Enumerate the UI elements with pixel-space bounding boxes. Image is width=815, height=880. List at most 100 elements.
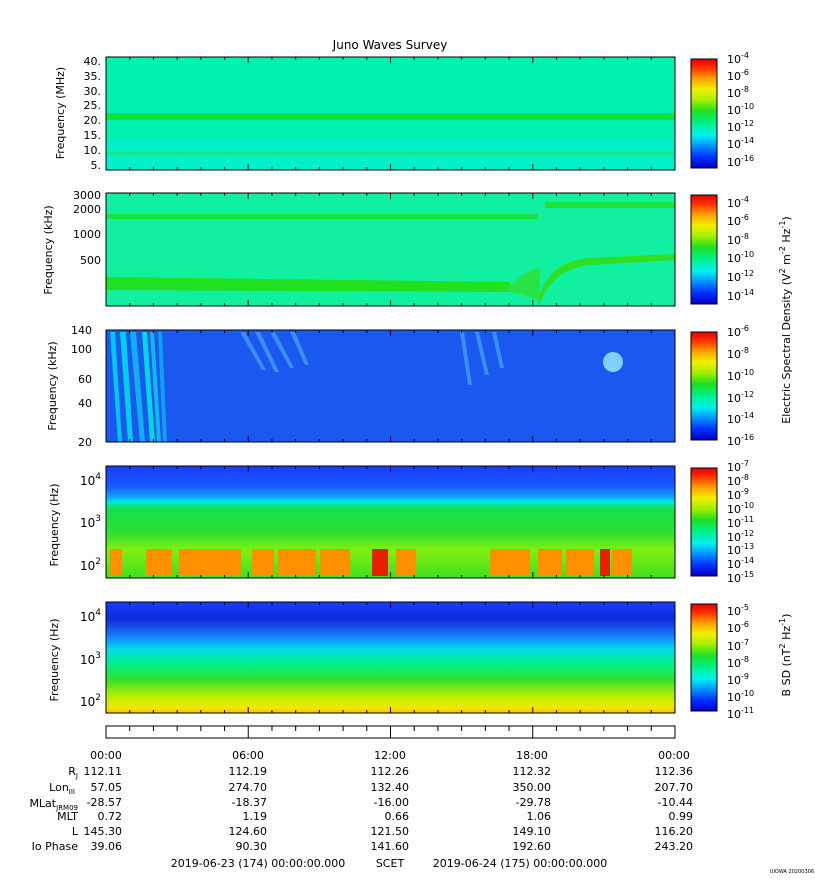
colorbar-3 — [690, 331, 718, 441]
ephemeris-value: 274.70 — [229, 781, 268, 794]
ephemeris-value: 0.72 — [98, 810, 123, 823]
panel-hfr-low — [106, 193, 675, 306]
colorbar3-tick-label: 10-10 — [727, 368, 754, 383]
panel1-ytick-label: 15. — [84, 129, 102, 142]
panel-hfr-high — [106, 57, 675, 170]
colorbar5-tick-label: 10-6 — [727, 620, 749, 635]
panel3-ytick-label: 100 — [71, 343, 92, 356]
colorbar4-ticks: 10-7 10-8 10-9 10-10 10-11 10-12 10-13 1… — [727, 459, 754, 585]
panel1-ytick-label: 25. — [84, 99, 102, 112]
ephemeris-value: 243.20 — [655, 840, 694, 853]
colorbar4-tick-label: 10-8 — [727, 473, 749, 488]
colorbar5-tick-label: 10-11 — [727, 706, 754, 721]
colorbar2-tick-label: 10-4 — [727, 195, 749, 210]
ephemeris-value: 207.70 — [655, 781, 694, 794]
panel5-background — [106, 602, 675, 713]
ephemeris-value: 1.19 — [243, 810, 268, 823]
colorbar3-tick-label: 10-8 — [727, 346, 749, 361]
panel2-ytick-label: 1000 — [73, 228, 101, 241]
panel4-ytick-label: 102 — [80, 557, 101, 573]
figure-title: Juno Waves Survey — [332, 38, 448, 52]
ephemeris-value: 0.66 — [385, 810, 410, 823]
ephemeris-label-l: L — [72, 825, 79, 838]
colorbar3-tick-label: 10-16 — [727, 433, 754, 448]
ephemeris-label-lon: LonIII — [49, 781, 75, 796]
panel2-band-200khz-early — [106, 277, 510, 292]
panel3-ylabel: Frequency (kHz) — [46, 341, 59, 430]
colorbar1-tick-label: 10-14 — [727, 136, 754, 151]
colorbar2-tick-label: 10-12 — [727, 269, 754, 284]
colorbar3-tick-label: 10-6 — [727, 324, 749, 339]
panel1-ytick-label: 10. — [84, 144, 102, 157]
panel5-ytick-label: 104 — [80, 608, 101, 624]
ephemeris-value: -18.37 — [232, 796, 267, 809]
panel-lfr-low — [106, 466, 675, 578]
panel3-fine-structures — [240, 332, 504, 385]
ephemeris-value: 112.36 — [655, 765, 694, 778]
panel2-ytick-label: 2000 — [73, 203, 101, 216]
panel4-ylabel: Frequency (Hz) — [48, 484, 61, 567]
colorbar1-tick-label: 10-10 — [727, 102, 754, 117]
colorbar1-tick-label: 10-8 — [727, 85, 749, 100]
ephemeris-value: 112.26 — [371, 765, 410, 778]
ephemeris-value: -28.57 — [87, 796, 122, 809]
colorbar1-tick-label: 10-6 — [727, 68, 749, 83]
panel5-ytick-label: 102 — [80, 693, 101, 709]
panel4-ytick-label: 103 — [80, 514, 101, 530]
panel4-yticks: 104 103 102 — [80, 472, 101, 573]
time-label: 06:00 — [232, 749, 264, 762]
colorbar2-tick-label: 10-10 — [727, 250, 754, 265]
panel2-ytick-label: 3000 — [73, 189, 101, 202]
panel2-band-rising-late — [538, 254, 675, 305]
time-label: 00:00 — [658, 749, 690, 762]
colorbar4-tick-label: 10-15 — [727, 570, 754, 585]
ephemeris-value: 145.30 — [84, 825, 123, 838]
colorbar5-tick-label: 10-5 — [727, 603, 749, 618]
colorbar-1 — [690, 58, 718, 169]
ephemeris-value: 192.60 — [513, 840, 552, 853]
ephemeris-value: 116.20 — [655, 825, 694, 838]
panel4-red-patches — [372, 549, 610, 576]
ephemeris-label-rj: RJ — [68, 765, 78, 780]
panel3-background — [106, 330, 675, 442]
ephemeris-label-io-phase: Io Phase — [32, 840, 79, 853]
panel5-yticks: 104 103 102 — [80, 608, 101, 709]
time-axis-ticks — [105, 726, 676, 738]
ephemeris-values: 112.11 112.19 112.26 112.32 112.36 57.05… — [84, 765, 694, 853]
colorbar5-tick-label: 10-7 — [727, 638, 749, 653]
colorbar3-ticks: 10-6 10-8 10-10 10-12 10-14 10-16 — [727, 324, 754, 448]
panel-lfr-high — [106, 330, 675, 442]
panel2-band-2300khz-late — [545, 202, 675, 208]
ephemeris-value: -16.00 — [374, 796, 409, 809]
colorbar-upper-title: Electric Spectral Density (V2 m-2 Hz-1) — [778, 216, 793, 423]
ephemeris-value: 39.06 — [91, 840, 123, 853]
colorbar-4 — [690, 467, 718, 577]
footer-end-time: 2019-06-24 (175) 00:00:00.000 — [433, 857, 607, 870]
colorbar2-ticks: 10-4 10-6 10-8 10-10 10-12 10-14 — [727, 195, 754, 303]
time-label: 18:00 — [516, 749, 548, 762]
panel2-ytick-label: 500 — [80, 254, 101, 267]
panel3-ytick-label: 60 — [78, 373, 92, 386]
panel5-ylabel: Frequency (Hz) — [48, 619, 61, 702]
footer-start-time: 2019-06-23 (174) 00:00:00.000 — [171, 857, 345, 870]
colorbar4-tick-label: 10-11 — [727, 515, 754, 530]
ephemeris-value: -29.78 — [516, 796, 551, 809]
colorbar1-tick-label: 10-16 — [727, 154, 754, 169]
colorbar4-tick-label: 10-9 — [727, 487, 749, 502]
colorbar4-tick-label: 10-14 — [727, 556, 754, 571]
panel1-ytick-label: 5. — [91, 159, 102, 172]
panel-magnetic — [106, 602, 675, 713]
colorbar5-ticks: 10-5 10-6 10-7 10-8 10-9 10-10 10-11 — [727, 603, 754, 721]
panel3-ytick-label: 140 — [71, 324, 92, 337]
ephemeris-value: 149.10 — [513, 825, 552, 838]
panel-frames — [105, 56, 676, 714]
panel1-ytick-label: 20. — [84, 114, 102, 127]
colorbar-5 — [690, 603, 718, 712]
colorbars — [690, 58, 718, 712]
colorbar5-tick-label: 10-8 — [727, 655, 749, 670]
ephemeris-value: 1.06 — [527, 810, 552, 823]
panel1-emission-band-21mhz — [106, 113, 675, 120]
colorbar1-ticks: 10-4 10-6 10-8 10-10 10-12 10-14 10-16 — [727, 51, 754, 169]
ephemeris-value: -10.44 — [658, 796, 693, 809]
